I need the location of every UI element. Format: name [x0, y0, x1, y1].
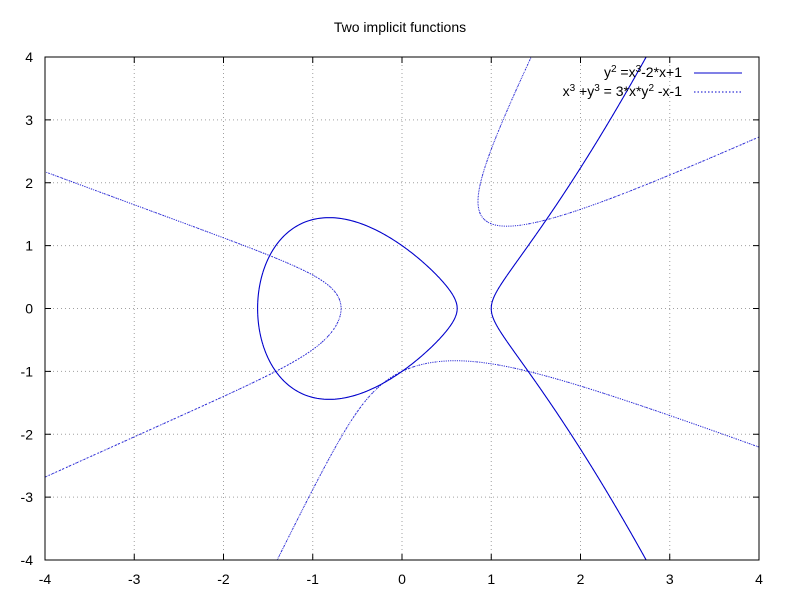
- x-tick-label: -1: [307, 571, 320, 587]
- axis-ticks: [44, 56, 760, 561]
- legend-label-series-1: y2 =x3-2*x+1: [604, 64, 682, 80]
- y-tick-label: 3: [25, 112, 33, 128]
- y-tick-label: -1: [21, 363, 34, 379]
- y-tick-label: 0: [25, 301, 33, 317]
- x-tick-label: -4: [39, 571, 52, 587]
- x-tick-label: 0: [398, 571, 406, 587]
- y-axis-tick-labels: 4 3 2 1 0 -1 -2 -3 -4: [21, 49, 34, 568]
- x-tick-label: 2: [577, 571, 585, 587]
- x-axis-tick-labels: -4 -3 -2 -1 0 1 2 3 4: [39, 571, 763, 587]
- y-tick-label: -2: [21, 426, 34, 442]
- x-tick-label: 3: [666, 571, 674, 587]
- y-tick-label: 4: [25, 49, 33, 65]
- x-tick-label: 1: [487, 571, 495, 587]
- legend: y2 =x3-2*x+1 x3 +y3 = 3*x*y2 -x-1: [563, 64, 742, 99]
- x-tick-label: -3: [128, 571, 141, 587]
- legend-label-series-2: x3 +y3 = 3*x*y2 -x-1: [563, 83, 683, 99]
- series-line-cubic: [257, 56, 647, 561]
- y-tick-label: 2: [25, 175, 33, 191]
- y-tick-label: 1: [25, 238, 33, 254]
- grid: [45, 57, 759, 560]
- y-tick-label: -3: [21, 489, 34, 505]
- x-tick-label: -2: [217, 571, 230, 587]
- x-tick-label: 4: [755, 571, 763, 587]
- y-tick-label: -4: [21, 552, 34, 568]
- chart-title: Two implicit functions: [334, 19, 466, 35]
